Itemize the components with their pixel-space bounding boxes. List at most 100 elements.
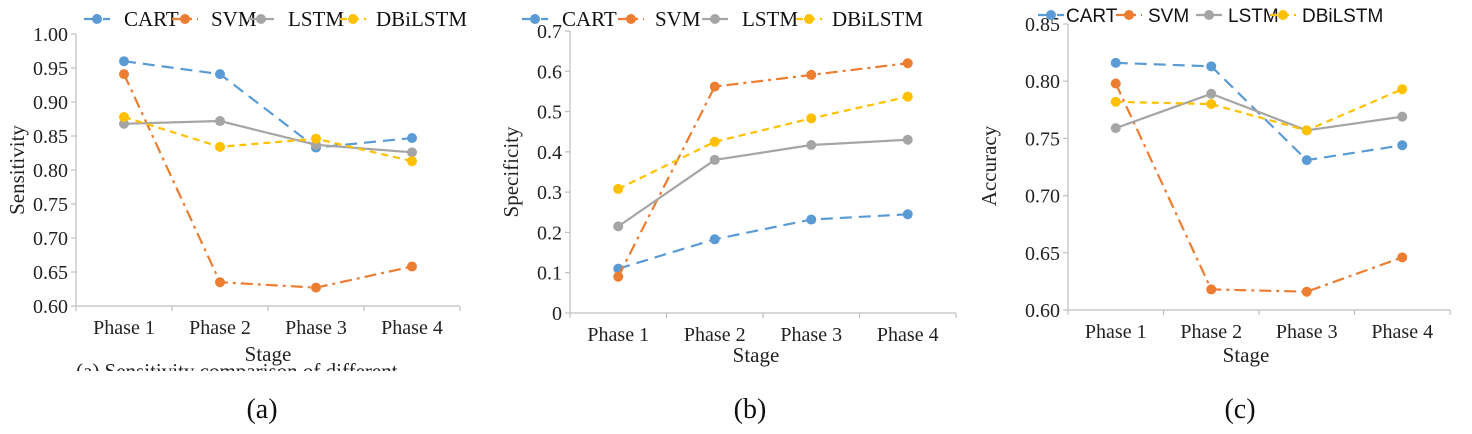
series-line-cart bbox=[617, 213, 908, 270]
data-point-svm bbox=[1206, 284, 1217, 295]
data-point-lstm bbox=[1397, 111, 1408, 122]
x-tick-label: Phase 1 bbox=[587, 324, 649, 346]
series-line-lstm bbox=[123, 119, 413, 154]
data-point-cart bbox=[806, 214, 817, 225]
x-tick-label: Phase 4 bbox=[1371, 321, 1433, 343]
legend-marker-dbilstm bbox=[1278, 10, 1288, 20]
legend-marker-dbilstm bbox=[804, 14, 814, 24]
y-tick-label: 0.60 bbox=[33, 296, 68, 318]
y-tick-label: 0.75 bbox=[33, 194, 68, 216]
x-tick-label: Phase 3 bbox=[780, 324, 842, 346]
x-tick-label: Phase 3 bbox=[285, 317, 347, 339]
x-tick-label: Phase 2 bbox=[189, 317, 251, 339]
legend-label: SVM bbox=[655, 7, 701, 31]
y-tick-label: 0.70 bbox=[33, 228, 68, 250]
legend-label: CART bbox=[1066, 6, 1118, 27]
legend-label: CART bbox=[124, 7, 179, 31]
series-line-svm bbox=[123, 73, 413, 289]
data-point-svm bbox=[215, 277, 225, 288]
series-line-lstm bbox=[617, 138, 908, 228]
legend-label: SVM bbox=[1148, 6, 1189, 27]
x-axis-title: Stage bbox=[245, 342, 292, 366]
y-tick-label: 0.90 bbox=[33, 92, 68, 114]
series-line-dbilstm bbox=[123, 115, 413, 163]
data-point-lstm bbox=[1206, 88, 1217, 99]
y-tick-label: 0.80 bbox=[1025, 71, 1060, 93]
y-tick-label: 0.75 bbox=[1025, 128, 1060, 150]
y-tick-label: 0.85 bbox=[33, 126, 68, 148]
y-tick-label: 0.6 bbox=[537, 61, 562, 83]
y-axis-title: Accuracy bbox=[977, 125, 1001, 206]
y-axis-title: Sensitivity bbox=[5, 125, 29, 215]
data-point-dbilstm bbox=[1301, 125, 1312, 136]
y-tick-label: 0.3 bbox=[537, 182, 562, 204]
data-point-cart bbox=[902, 209, 913, 220]
legend-label: CART bbox=[562, 7, 617, 31]
data-point-svm bbox=[407, 261, 417, 272]
data-point-dbilstm bbox=[1110, 96, 1121, 107]
data-point-dbilstm bbox=[709, 136, 720, 147]
y-tick-label: 0.65 bbox=[1025, 243, 1060, 265]
legend-marker-dbilstm bbox=[348, 14, 358, 24]
data-point-lstm bbox=[407, 147, 417, 158]
legend-label: LSTM bbox=[288, 7, 344, 31]
x-axis-title: Stage bbox=[1223, 343, 1270, 367]
data-point-cart bbox=[1301, 155, 1312, 166]
x-tick-label: Phase 2 bbox=[684, 324, 746, 346]
series-line-lstm bbox=[1115, 92, 1403, 132]
data-point-svm bbox=[1397, 252, 1408, 263]
y-tick-label: 0.1 bbox=[537, 263, 562, 285]
x-tick-label: Phase 2 bbox=[1180, 321, 1242, 343]
panel-caption: (c) bbox=[1224, 394, 1255, 425]
data-point-lstm bbox=[613, 221, 624, 232]
data-point-svm bbox=[613, 271, 624, 282]
data-point-dbilstm bbox=[215, 141, 225, 152]
y-tick-label: 1.00 bbox=[33, 24, 68, 46]
y-axis-title: Specificity bbox=[499, 126, 523, 217]
data-point-cart bbox=[709, 234, 720, 245]
series-line-svm bbox=[617, 62, 908, 278]
data-point-svm bbox=[119, 69, 129, 80]
legend-label: DBiLSTM bbox=[1302, 6, 1383, 27]
series-line-dbilstm bbox=[617, 95, 908, 190]
data-point-lstm bbox=[1110, 123, 1121, 134]
y-tick-label: 0.80 bbox=[33, 160, 68, 182]
legend-marker-cart bbox=[530, 14, 540, 24]
legend-marker-svm bbox=[1124, 10, 1134, 20]
legend-label: LSTM bbox=[1228, 6, 1279, 27]
legend-marker-lstm bbox=[710, 14, 720, 24]
data-point-cart bbox=[1110, 57, 1121, 68]
data-point-cart bbox=[119, 56, 129, 67]
sensitivity-chart: 0.60 0.65 0.70 0.75 0.80 0.85 0.90 0.95 1.00 Phas… bbox=[5, 7, 467, 425]
x-tick-label: Phase 4 bbox=[381, 317, 443, 339]
y-tick-label: 0.65 bbox=[33, 262, 68, 284]
panel-caption: (b) bbox=[734, 394, 767, 425]
x-tick-label: Phase 4 bbox=[877, 324, 939, 346]
data-point-dbilstm bbox=[407, 156, 417, 167]
y-tick-label: 0.60 bbox=[1025, 300, 1060, 322]
data-point-cart bbox=[1397, 140, 1408, 151]
data-point-dbilstm bbox=[806, 113, 817, 124]
data-point-svm bbox=[806, 69, 817, 80]
data-point-lstm bbox=[215, 116, 225, 127]
data-point-lstm bbox=[806, 140, 817, 151]
legend: CART SVM LSTM DBiLSTM bbox=[522, 7, 923, 31]
data-point-lstm bbox=[709, 154, 720, 165]
x-tick-label: Phase 1 bbox=[93, 317, 155, 339]
legend: CART SVM LSTM DBiLSTM bbox=[1038, 6, 1383, 27]
data-point-dbilstm bbox=[613, 183, 624, 194]
legend-marker-cart bbox=[92, 14, 102, 24]
data-point-cart bbox=[407, 133, 417, 144]
data-point-svm bbox=[709, 81, 720, 92]
y-tick-label: 0.4 bbox=[537, 142, 562, 164]
data-point-svm bbox=[1301, 286, 1312, 297]
y-tick-label: 0.5 bbox=[537, 102, 562, 124]
x-axis-title: Stage bbox=[733, 343, 780, 367]
panel-caption: (a) bbox=[246, 394, 277, 425]
legend-marker-svm bbox=[626, 14, 636, 24]
series-line-cart bbox=[123, 60, 413, 149]
legend-marker-lstm bbox=[256, 14, 266, 24]
legend: CART SVM LSTM DBiLSTM bbox=[84, 7, 467, 31]
